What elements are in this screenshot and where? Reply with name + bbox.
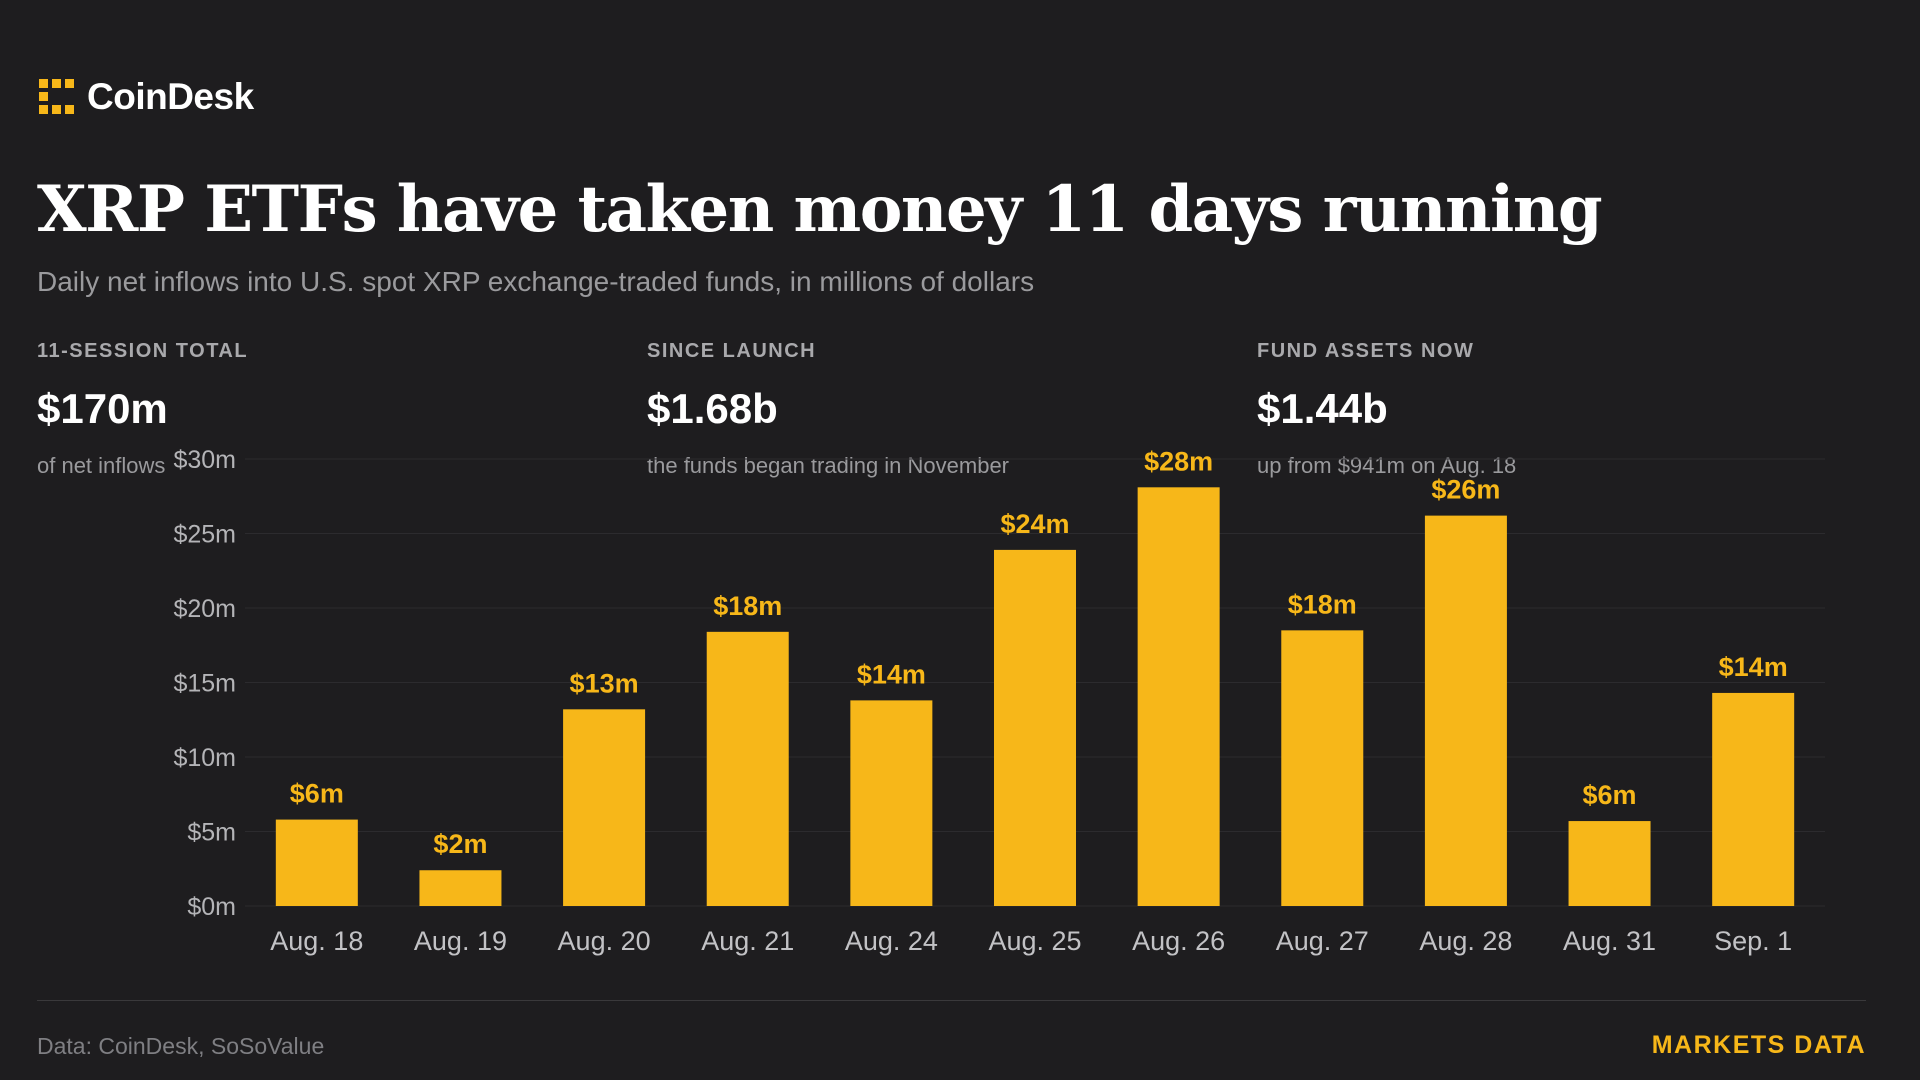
x-tick-label: Aug. 21 [701, 926, 794, 956]
x-tick-label: Aug. 18 [270, 926, 363, 956]
data-source: Data: CoinDesk, SoSoValue [37, 1033, 325, 1059]
x-tick-label: Aug. 20 [558, 926, 651, 956]
x-tick-label: Aug. 24 [845, 926, 938, 956]
stat-note: the funds began trading in November [647, 453, 1010, 478]
brand-name: CoinDesk [87, 76, 254, 117]
y-tick-label: $30m [173, 446, 236, 474]
stat-value: $170m [37, 385, 168, 432]
bar [994, 549, 1076, 906]
stat-note: of net inflows [37, 453, 166, 478]
brand-logo: CoinDesk [37, 76, 254, 118]
data-label: $6m [1583, 780, 1637, 810]
x-tick-label: Aug. 26 [1132, 926, 1225, 956]
chart-title: XRP ETFs have taken money 11 days runnin… [37, 172, 1603, 247]
bar [1568, 821, 1651, 906]
data-label: $18m [713, 591, 782, 621]
bar [419, 870, 502, 906]
stat-since-launch: SINCE LAUNCH $1.68b the funds began trad… [647, 340, 1009, 479]
x-tick-label: Sep. 1 [1714, 926, 1792, 956]
data-label: $6m [290, 779, 344, 809]
bar [275, 819, 358, 906]
bar [1712, 692, 1795, 906]
bar-chart: $0m $5m $10m $15m $20m $25m $30m $6m Aug. 18 $2m A… [173, 446, 1825, 956]
x-tick-label: Aug. 28 [1419, 926, 1512, 956]
x-tick-label: Aug. 27 [1276, 926, 1369, 956]
stat-value: $1.44b [1257, 385, 1388, 432]
footer-divider [37, 1000, 1866, 1001]
data-label: $14m [1719, 652, 1788, 682]
y-tick-label: $0m [187, 893, 236, 921]
data-label: $26m [1431, 475, 1500, 505]
stat-note: up from $941m on Aug. 18 [1257, 453, 1517, 478]
chart-subtitle: Daily net inflows into U.S. spot XRP exc… [37, 266, 1035, 297]
stat-label: SINCE LAUNCH [647, 340, 817, 362]
stat-fund-assets: FUND ASSETS NOW $1.44b up from $941m on … [1257, 340, 1516, 479]
data-label: $13m [570, 668, 639, 698]
data-label: $18m [1288, 589, 1357, 619]
data-label: $28m [1144, 446, 1213, 476]
y-tick-label: $25m [173, 521, 236, 549]
bar [563, 709, 646, 906]
coindesk-logo-icon [39, 79, 74, 114]
bar [1424, 515, 1507, 906]
bar [706, 631, 789, 906]
bar [850, 700, 933, 906]
data-label: $24m [1000, 509, 1069, 539]
x-tick-label: Aug. 19 [414, 926, 507, 956]
y-tick-label: $20m [173, 595, 236, 623]
bar [1137, 487, 1220, 906]
stat-value: $1.68b [647, 385, 778, 432]
x-tick-label: Aug. 25 [988, 926, 1081, 956]
bar [1281, 630, 1364, 906]
data-label: $14m [857, 659, 926, 689]
y-tick-label: $5m [187, 819, 236, 847]
x-tick-label: Aug. 31 [1563, 926, 1656, 956]
stat-label: 11-SESSION TOTAL [37, 340, 249, 362]
stat-label: FUND ASSETS NOW [1257, 340, 1475, 362]
data-label: $2m [433, 829, 487, 859]
y-tick-label: $10m [173, 744, 236, 772]
stat-session-total: 11-SESSION TOTAL $170m of net inflows [37, 340, 248, 479]
markets-data-tag: MARKETS DATA [1651, 1031, 1866, 1059]
y-tick-label: $15m [173, 670, 236, 698]
